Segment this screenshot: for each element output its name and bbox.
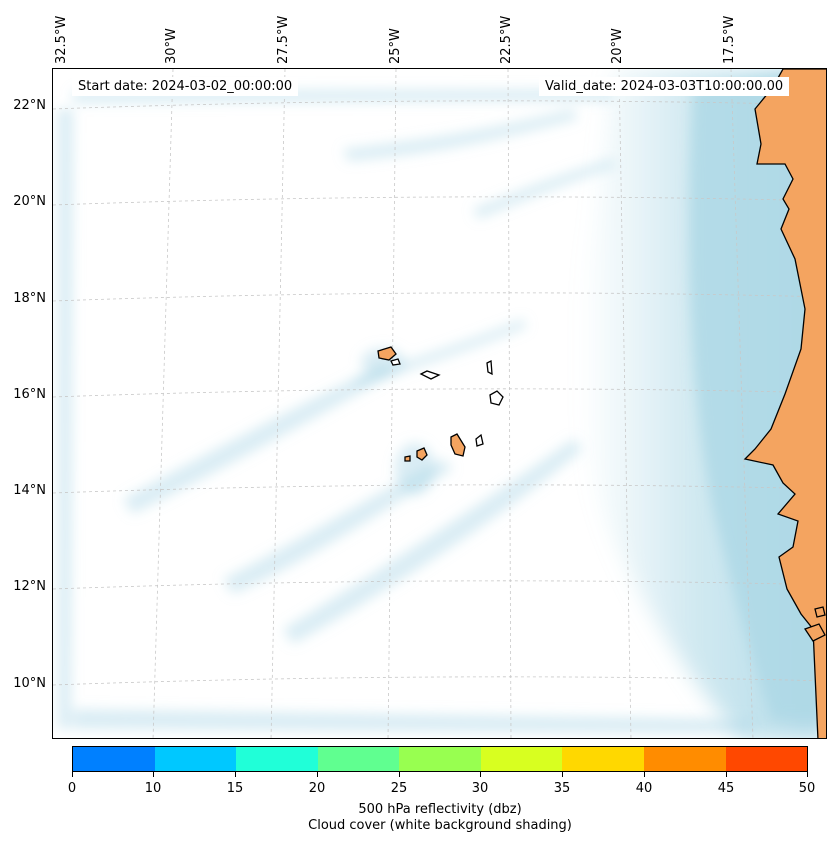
cloud-patch-island-south <box>395 443 435 495</box>
lon-label-30w: 30°W <box>164 28 179 64</box>
lon-label-32-5w: 32.5°W <box>54 15 69 64</box>
island-maio <box>475 433 484 447</box>
colorbar-tick-label-10: 10 <box>144 781 162 796</box>
colorbar-tick <box>726 772 727 777</box>
cloud-band-south-edge <box>73 709 753 734</box>
colorbar-segment-40-45 <box>643 747 726 771</box>
cloud-cover-layer <box>58 69 826 738</box>
colorbar-tick-label-40: 40 <box>635 781 653 796</box>
land-layer <box>743 69 826 738</box>
colorbar-tick-label-20: 20 <box>308 781 326 796</box>
colorbar-segment-45-50 <box>725 747 808 771</box>
island-sao-vicente <box>390 358 401 366</box>
start-date-label: Start date: 2024-03-02_00:00:00 <box>72 77 299 96</box>
bijagos-islands <box>803 606 826 642</box>
gridline-lon-22-5w <box>507 69 512 738</box>
lon-label-25w: 25°W <box>388 28 403 64</box>
cape-verde-islands <box>377 346 504 462</box>
colorbar-tick-label-50: 50 <box>798 781 816 796</box>
colorbar-segment-25-30 <box>399 747 481 771</box>
island-sal <box>486 359 493 376</box>
reflectivity-colorbar <box>72 746 808 772</box>
lat-label-12n: 12°N <box>13 579 46 594</box>
island-santo-antao <box>377 346 397 361</box>
gridline-lon-25w <box>387 69 397 738</box>
cloud-band-1 <box>123 364 393 514</box>
colorbar-tick-label-25: 25 <box>390 781 408 796</box>
gridline-lon-30w <box>152 69 174 738</box>
lon-label-20w: 20°W <box>610 28 625 64</box>
colorbar-tick-label-45: 45 <box>717 781 735 796</box>
colorbar-title: 500 hPa reflectivity (dbz) <box>358 802 522 817</box>
lat-label-22n: 22°N <box>13 98 46 113</box>
africa-coast <box>743 69 826 738</box>
lat-label-10n: 10°N <box>13 676 46 691</box>
colorbar-tick <box>644 772 645 777</box>
colorbar-tick <box>72 772 73 777</box>
colorbar-tick-label-30: 30 <box>471 781 489 796</box>
cloud-band-5 <box>473 159 615 219</box>
colorbar-tick <box>480 772 481 777</box>
colorbar-tick <box>807 772 808 777</box>
colorbar-tick-label-15: 15 <box>226 781 244 796</box>
colorbar-segment-15-20 <box>236 747 318 771</box>
cloud-band-2 <box>223 459 453 594</box>
colorbar-segment-10-15 <box>154 747 237 771</box>
colorbar-tick <box>317 772 318 777</box>
lon-label-17-5w: 17.5°W <box>722 15 737 64</box>
colorbar-segment-0-10 <box>73 747 155 771</box>
cloud-band-3 <box>283 439 583 644</box>
colorbar-tick-label-0: 0 <box>67 781 77 796</box>
gridline-lon-17-5w <box>730 69 754 738</box>
gridline-lon-20w <box>618 69 632 738</box>
island-fogo <box>416 447 428 461</box>
cloud-band-west-edge <box>58 109 73 729</box>
lat-label-14n: 14°N <box>13 483 46 498</box>
island-santiago <box>450 433 466 457</box>
lon-label-22-5w: 22.5°W <box>499 15 514 64</box>
map-panel <box>52 68 827 739</box>
island-boa-vista <box>489 390 504 406</box>
valid-date-label: Valid_date: 2024-03-03T10:00:00.00 <box>539 77 790 96</box>
lon-label-27-5w: 27.5°W <box>276 15 291 64</box>
map-canvas <box>53 69 826 738</box>
island-brava <box>404 455 411 462</box>
graticule <box>53 69 826 738</box>
colorbar-segment-35-40 <box>562 747 644 771</box>
lat-label-18n: 18°N <box>13 291 46 306</box>
lat-label-20n: 20°N <box>13 194 46 209</box>
colorbar-tick <box>562 772 563 777</box>
colorbar-tick-label-35: 35 <box>553 781 571 796</box>
cloud-band-4 <box>343 109 578 161</box>
colorbar-segment-30-35 <box>480 747 563 771</box>
lat-label-16n: 16°N <box>13 387 46 402</box>
colorbar-tick <box>153 772 154 777</box>
island-sao-nicolau <box>419 370 441 380</box>
colorbar-segment-20-25 <box>317 747 400 771</box>
gridline-lon-27-5w <box>270 69 286 738</box>
colorbar-tick <box>399 772 400 777</box>
colorbar-tick <box>235 772 236 777</box>
colorbar-subtitle: Cloud cover (white background shading) <box>308 818 572 833</box>
